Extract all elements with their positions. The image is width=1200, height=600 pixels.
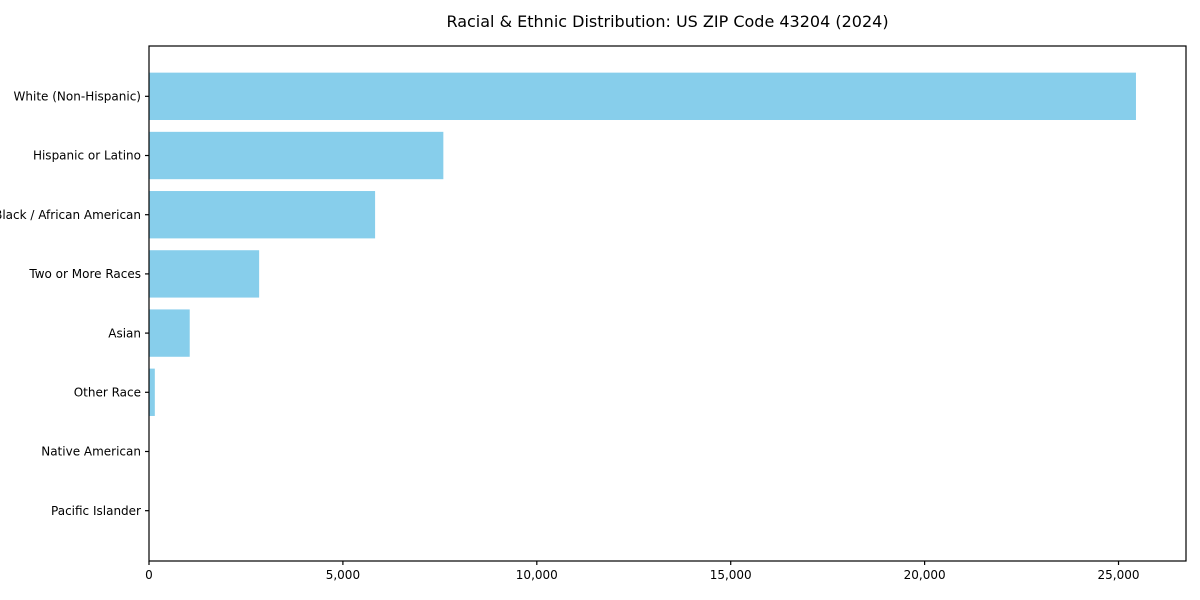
bar <box>149 131 444 180</box>
y-tick-label: Hispanic or Latino <box>33 149 141 163</box>
bar <box>149 191 376 239</box>
y-tick-label: Black / African American <box>0 208 141 222</box>
y-tick-label: Asian <box>108 326 141 340</box>
x-tick-label: 25,000 <box>1098 568 1140 582</box>
x-tick-label: 5,000 <box>326 568 360 582</box>
y-tick-label: Pacific Islander <box>51 504 141 518</box>
bar <box>149 250 260 298</box>
chart-title: Racial & Ethnic Distribution: US ZIP Cod… <box>446 12 889 31</box>
x-tick-label: 15,000 <box>710 568 752 582</box>
y-tick-label: Other Race <box>74 385 141 399</box>
bar <box>149 368 155 416</box>
x-tick-label: 20,000 <box>904 568 946 582</box>
y-tick-label: White (Non-Hispanic) <box>14 90 141 104</box>
y-tick-label: Two or More Races <box>28 267 141 281</box>
plot-border <box>148 45 1187 562</box>
y-tick-label: Native American <box>41 445 141 459</box>
x-tick-label: 10,000 <box>516 568 558 582</box>
bar <box>149 72 1136 120</box>
bar <box>149 309 190 357</box>
x-tick-label: 0 <box>145 568 153 582</box>
